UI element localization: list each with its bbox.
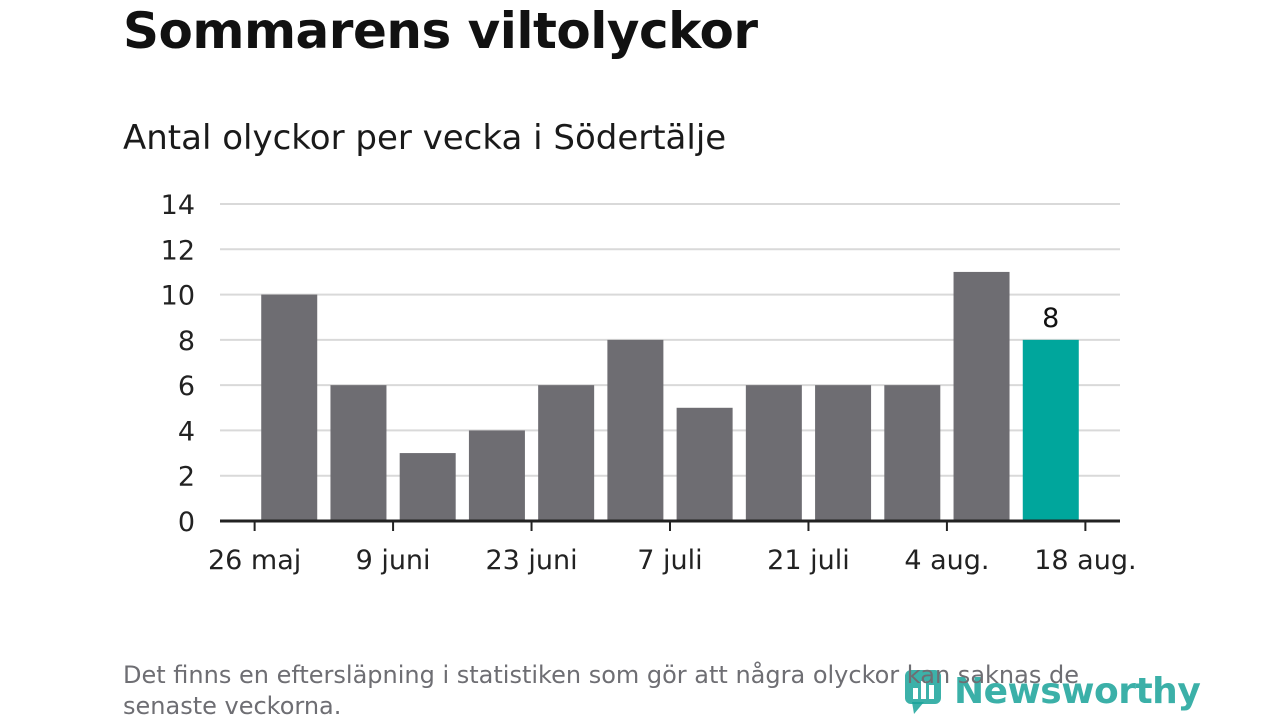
bar (330, 385, 387, 521)
y-tick-label: 8 (178, 326, 195, 357)
x-tick-label: 23 juni (485, 545, 577, 576)
chart-title: Sommarens viltolyckor (123, 2, 758, 60)
bar (468, 430, 525, 521)
footnote: Det finns en eftersläpning i statistiken… (123, 661, 1079, 720)
x-tick-label: 18 aug. (1034, 545, 1136, 576)
bar (399, 453, 456, 521)
bar (745, 385, 802, 521)
newsworthy-logo: Newsworthy (902, 666, 1201, 716)
bar (815, 385, 872, 521)
bar (261, 294, 318, 521)
x-tick-label: 7 juli (637, 545, 702, 576)
y-tick-label: 14 (161, 190, 195, 221)
logo-text: Newsworthy (954, 670, 1201, 712)
x-tick-label: 21 juli (767, 545, 850, 576)
y-tick-label: 6 (178, 371, 195, 402)
y-tick-label: 10 (161, 281, 195, 312)
newsworthy-logo-icon (905, 670, 941, 714)
chart-subtitle: Antal olyckor per vecka i Södertälje (123, 118, 727, 158)
highlight-bar (1022, 339, 1079, 521)
bar (538, 385, 595, 521)
x-tick-label: 4 aug. (904, 545, 989, 576)
y-tick-label: 2 (178, 462, 195, 493)
bar (607, 339, 664, 521)
x-tick-label: 26 maj (208, 545, 301, 576)
x-tick-label: 9 juni (356, 545, 431, 576)
bar (953, 271, 1010, 521)
y-tick-label: 0 (178, 507, 195, 538)
y-tick-label: 4 (178, 416, 195, 447)
bar (676, 407, 733, 521)
y-tick-label: 12 (161, 235, 195, 266)
data-label: 8 (1042, 303, 1059, 334)
bar (884, 385, 941, 521)
